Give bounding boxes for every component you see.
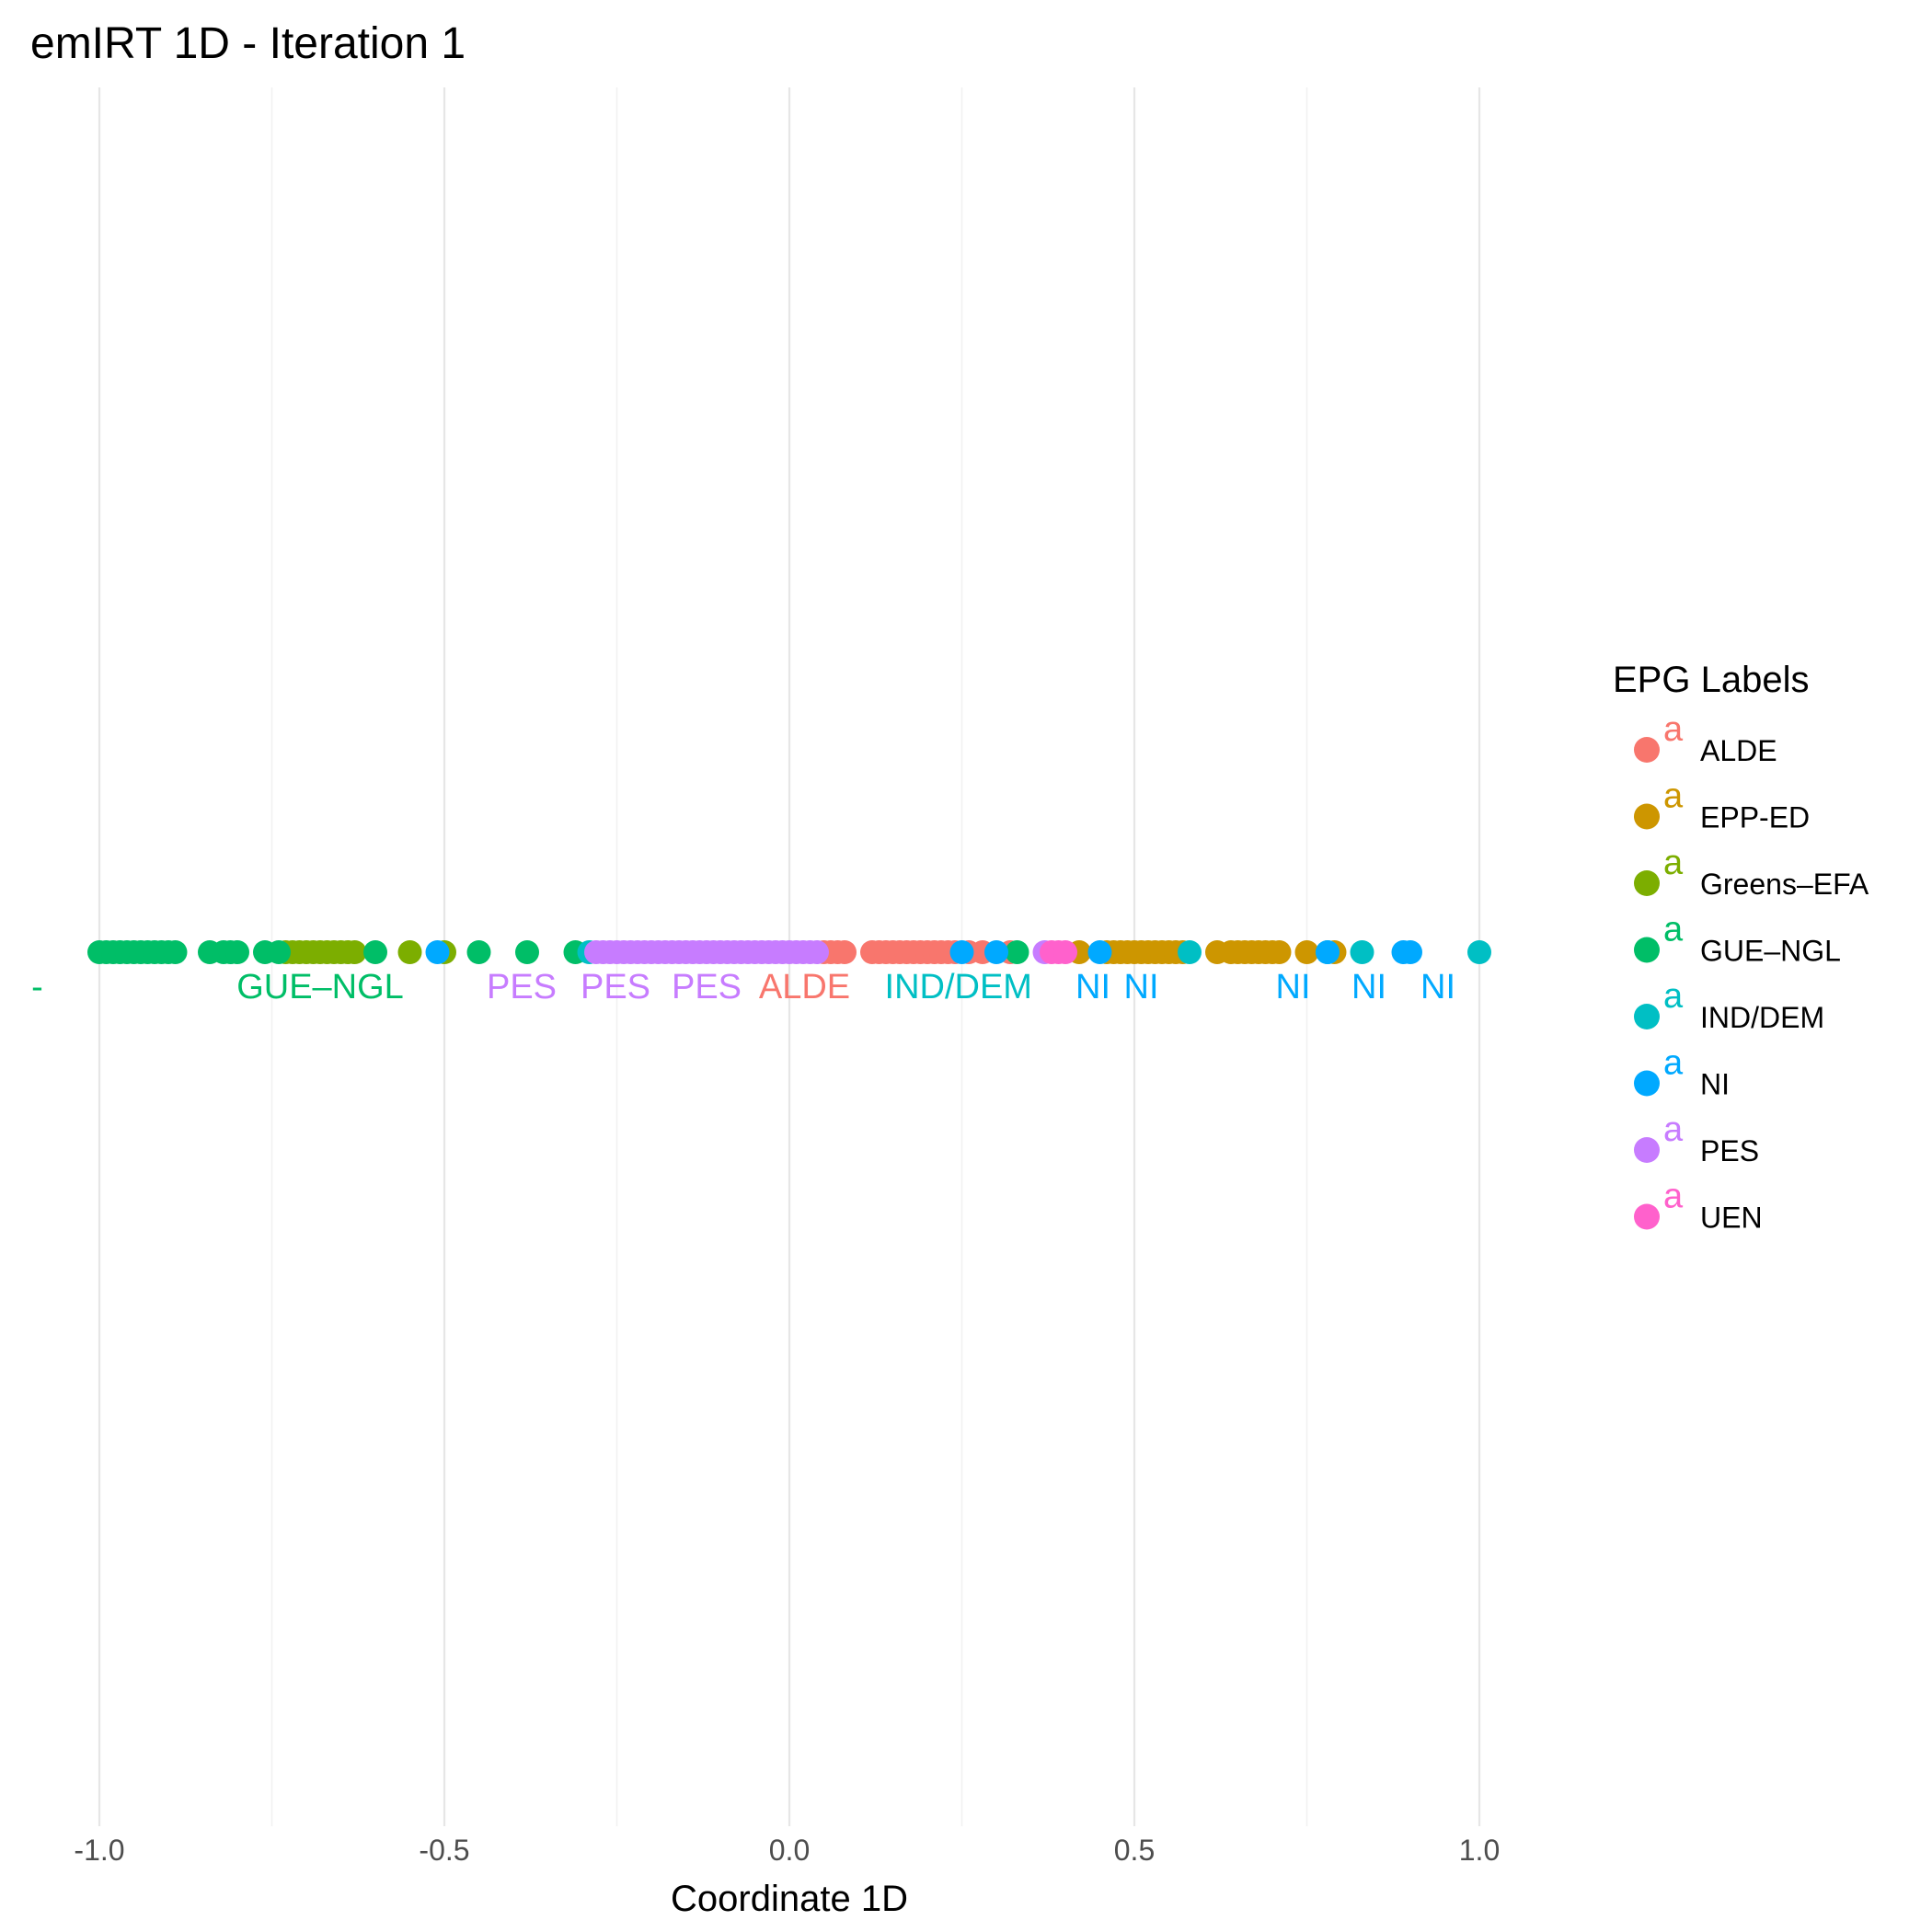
legend-glyph: a (1663, 844, 1684, 882)
legend-glyph: a (1663, 1178, 1684, 1216)
legend-item: a PES (1634, 1110, 1759, 1167)
x-tick-label: 1.0 (1459, 1834, 1500, 1867)
data-point (515, 940, 539, 964)
data-point (1398, 940, 1422, 964)
annotation-label: IND/DEM (885, 968, 1032, 1006)
annotation-label: ALDE (759, 968, 850, 1006)
data-point (1294, 940, 1319, 964)
legend-glyph: a (1663, 1044, 1684, 1083)
data-point (363, 940, 387, 964)
annotation-label: NI (1124, 968, 1159, 1006)
annotation-label: NI (1075, 968, 1110, 1006)
data-point (163, 940, 188, 964)
legend-swatch (1634, 1070, 1660, 1097)
annotations: - GUE–NGL PES PES PES ALDE IND/DEM NI NI NI NI NI (31, 968, 1455, 1006)
legend-title: EPG Labels (1613, 660, 1809, 700)
data-point (1053, 940, 1077, 964)
legend-swatch (1634, 937, 1660, 963)
data-point (267, 940, 291, 964)
annotation-label: NI (1276, 968, 1311, 1006)
legend-swatch (1634, 870, 1660, 896)
legend-item: a Greens–EFA (1634, 844, 1869, 901)
data-point (1087, 940, 1112, 964)
legend-item: a EPP-ED (1634, 777, 1810, 834)
legend-glyph: a (1663, 777, 1684, 816)
legend-label: ALDE (1700, 734, 1777, 767)
legend-glyph: a (1663, 977, 1684, 1016)
x-tick-label: 0.0 (769, 1834, 810, 1867)
legend-swatch (1634, 737, 1660, 763)
annotation-label: PES (672, 968, 742, 1006)
legend-label: UEN (1700, 1202, 1763, 1235)
legend-swatch (1634, 1004, 1660, 1029)
data-point (397, 940, 422, 964)
x-tick-label: -0.5 (419, 1834, 469, 1867)
x-axis-title: Coordinate 1D (671, 1879, 908, 1919)
legend-label: IND/DEM (1700, 1001, 1824, 1034)
annotation-label: NI (1351, 968, 1386, 1006)
legend: EPG Labels a ALDE a EPP-ED a Greens–EFA a GUE–N… (1613, 660, 1869, 1235)
annotation-label: - (31, 968, 43, 1006)
data-point (342, 940, 367, 964)
legend-glyph: a (1663, 710, 1684, 749)
legend-label: NI (1700, 1068, 1730, 1101)
legend-label: PES (1700, 1134, 1759, 1167)
x-axis-ticks: -1.0 -0.5 0.0 0.5 1.0 (74, 1834, 1500, 1867)
legend-label: Greens–EFA (1700, 868, 1869, 901)
legend-glyph: a (1663, 1110, 1684, 1149)
legend-item: a UEN (1634, 1178, 1763, 1235)
legend-label: EPP-ED (1700, 801, 1810, 834)
data-point (1350, 940, 1374, 964)
legend-item: a ALDE (1634, 710, 1777, 767)
data-point (1267, 940, 1292, 964)
legend-keys: aALDEaEPP-EDaGreens–EFAaGUE–NGLaIND/DEMa… (1634, 710, 1869, 1235)
data-point (1467, 940, 1491, 964)
data-point (1005, 940, 1029, 964)
data-point (984, 940, 1008, 964)
data-point (225, 940, 249, 964)
data-point (466, 940, 491, 964)
data-points (87, 940, 1491, 964)
annotation-label: PES (581, 968, 650, 1006)
legend-swatch (1634, 1203, 1660, 1230)
annotation-label: GUE–NGL (236, 968, 404, 1006)
annotation-label: NI (1420, 968, 1455, 1006)
data-point (1316, 940, 1340, 964)
legend-label: GUE–NGL (1700, 935, 1841, 968)
data-point (833, 940, 857, 964)
data-point (949, 940, 974, 964)
chart-title: emIRT 1D - Iteration 1 (30, 19, 466, 68)
legend-item: a NI (1634, 1044, 1730, 1101)
annotation-label: PES (487, 968, 557, 1006)
legend-item: a IND/DEM (1634, 977, 1824, 1034)
legend-swatch (1634, 803, 1660, 830)
x-tick-label: 0.5 (1114, 1834, 1155, 1867)
data-point (805, 940, 829, 964)
x-tick-label: -1.0 (74, 1834, 124, 1867)
legend-glyph: a (1663, 911, 1684, 949)
legend-swatch (1634, 1137, 1660, 1163)
data-point (425, 940, 450, 964)
legend-item: a GUE–NGL (1634, 911, 1841, 968)
data-point (1178, 940, 1202, 964)
